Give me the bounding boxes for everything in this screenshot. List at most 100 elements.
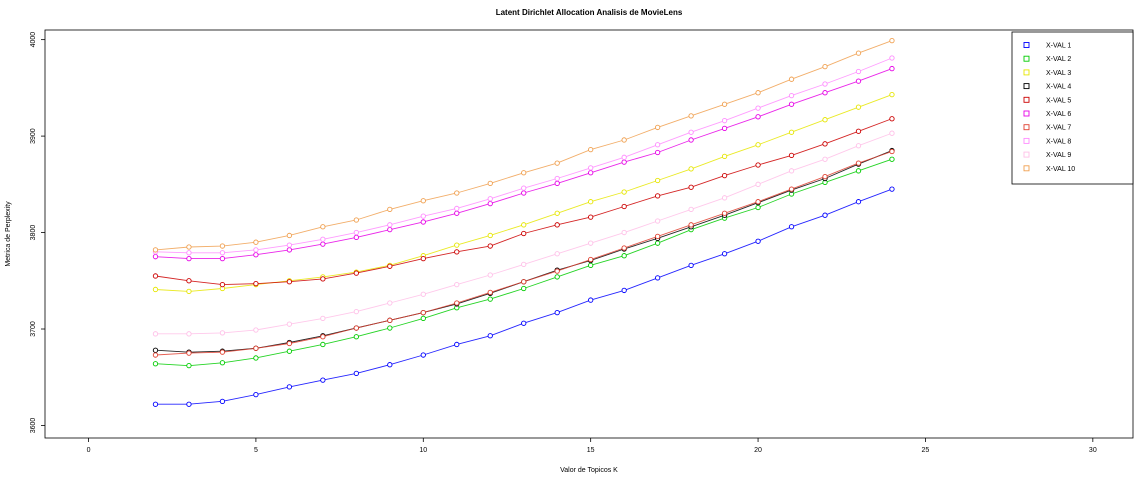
data-point: [521, 279, 527, 285]
data-point: [654, 233, 661, 240]
data-point: [286, 242, 293, 248]
data-point: [420, 198, 426, 204]
data-point: [621, 253, 627, 259]
data-point: [855, 128, 862, 134]
x-axis-label: Valor de Topicos K: [560, 467, 618, 474]
data-point: [353, 229, 359, 236]
data-point: [219, 330, 226, 336]
data-point: [487, 296, 493, 302]
data-point: [889, 91, 895, 98]
data-point: [353, 234, 359, 241]
series-line: [155, 188, 893, 405]
series-line: [155, 118, 893, 286]
data-point: [621, 154, 627, 160]
data-point: [688, 184, 694, 190]
y-axis-label: Metrica de Perplexity: [5, 201, 12, 267]
data-point: [755, 199, 761, 205]
data-point: [855, 50, 862, 56]
data-point: [688, 222, 694, 228]
data-point: [387, 222, 393, 228]
data-point: [721, 153, 728, 160]
data-point: [219, 250, 226, 256]
series-7: [152, 148, 895, 358]
data-point: [621, 229, 627, 236]
data-point: [152, 347, 159, 353]
data-point: [454, 281, 460, 288]
legend-swatch: [1023, 124, 1030, 131]
data-point: [387, 362, 393, 368]
data-point: [420, 352, 426, 358]
data-point: [654, 142, 661, 148]
data-point: [755, 181, 761, 187]
legend-swatch: [1023, 110, 1030, 117]
data-point: [186, 401, 192, 407]
data-point: [554, 160, 560, 166]
legend-label: X-VAL 3: [1046, 70, 1071, 77]
data-point: [721, 101, 728, 107]
series-2: [152, 156, 895, 369]
data-point: [186, 244, 192, 250]
data-point: [253, 252, 259, 258]
series-line: [155, 68, 893, 260]
series-5: [152, 116, 895, 288]
series-1: [152, 186, 895, 407]
legend-swatch: [1023, 165, 1030, 172]
data-point: [286, 279, 293, 285]
data-point: [621, 189, 627, 195]
data-point: [855, 199, 862, 205]
data-point: [186, 255, 192, 262]
data-point: [420, 315, 426, 322]
data-point: [889, 65, 895, 72]
data-point: [755, 90, 761, 96]
data-point: [152, 247, 159, 253]
data-point: [822, 81, 828, 87]
data-point: [521, 230, 527, 237]
data-point: [387, 227, 393, 233]
data-point: [253, 327, 259, 333]
data-point: [721, 210, 728, 216]
data-point: [788, 92, 795, 99]
data-point: [454, 249, 460, 255]
data-point: [152, 331, 159, 337]
data-point: [219, 243, 226, 249]
data-point: [554, 274, 560, 280]
legend-box: [1011, 31, 1134, 185]
data-point: [554, 175, 560, 182]
data-point: [822, 117, 828, 123]
data-point: [487, 180, 493, 187]
series-line: [155, 40, 893, 251]
x-tick-label: 15: [587, 447, 595, 454]
data-point: [521, 170, 527, 176]
data-point: [788, 129, 795, 135]
data-point: [755, 142, 761, 148]
data-point: [387, 300, 393, 306]
data-point: [521, 320, 527, 326]
data-point: [588, 256, 594, 263]
legend-swatch: [1023, 137, 1030, 144]
data-point: [822, 141, 828, 147]
data-point: [487, 232, 493, 239]
data-point: [554, 309, 560, 316]
data-point: [286, 247, 293, 253]
data-point: [654, 124, 661, 131]
data-point: [320, 341, 326, 348]
data-point: [420, 219, 426, 225]
data-point: [353, 217, 359, 223]
data-point: [186, 278, 192, 284]
data-point: [286, 232, 293, 239]
data-point: [755, 162, 761, 168]
data-point: [152, 286, 159, 293]
data-point: [788, 152, 795, 159]
data-point: [654, 193, 661, 199]
data-point: [855, 78, 862, 84]
data-point: [186, 288, 192, 295]
data-point: [286, 384, 293, 390]
data-point: [521, 222, 527, 228]
data-point: [654, 149, 661, 156]
data-point: [219, 255, 226, 262]
data-point: [654, 275, 661, 281]
legend-swatch: [1023, 55, 1030, 62]
data-point: [420, 291, 426, 297]
data-point: [721, 118, 728, 124]
data-point: [454, 300, 460, 306]
